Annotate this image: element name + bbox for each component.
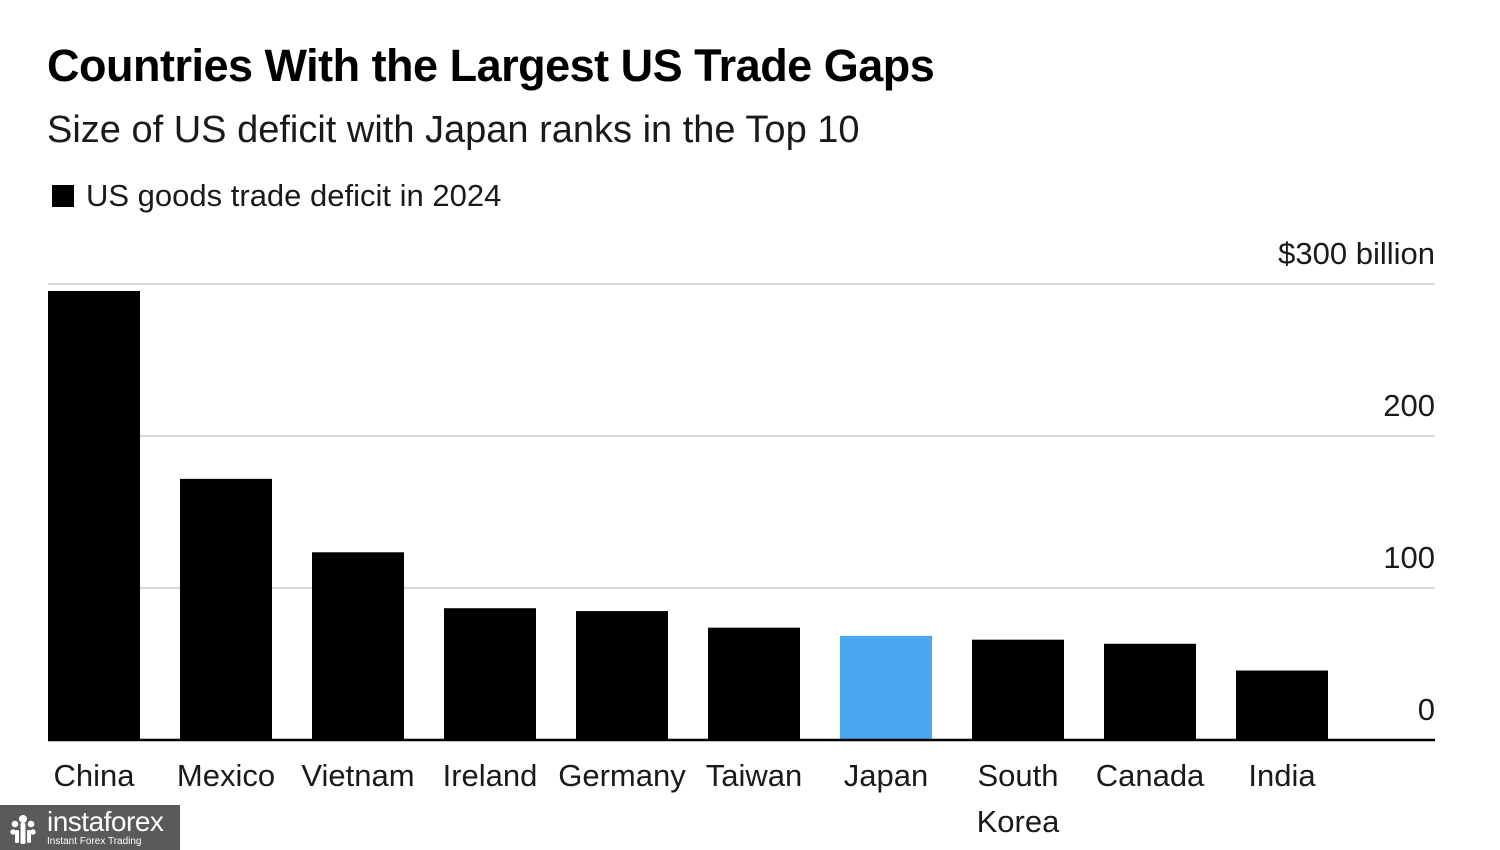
bar xyxy=(444,608,536,740)
x-tick-label: Ireland xyxy=(443,758,538,793)
watermark-name: instaforex xyxy=(47,806,164,837)
x-tick-label: China xyxy=(54,758,136,793)
bar xyxy=(576,611,668,740)
bar xyxy=(180,478,272,740)
x-tick-label: Taiwan xyxy=(706,758,803,793)
bar xyxy=(48,290,140,740)
legend-swatch xyxy=(52,185,74,207)
chart-title: Countries With the Largest US Trade Gaps xyxy=(47,40,935,91)
y-tick-label: $300 billion xyxy=(1278,236,1435,271)
x-tick-label: South xyxy=(977,758,1058,793)
x-tick-label: Korea xyxy=(977,804,1060,839)
bar xyxy=(972,639,1064,740)
bar xyxy=(1236,670,1328,740)
y-tick-label: 200 xyxy=(1383,388,1435,423)
watermark: instaforex Instant Forex Trading xyxy=(0,805,180,850)
x-tick-label: Japan xyxy=(844,758,928,793)
bar xyxy=(1104,643,1196,740)
bar-highlight xyxy=(840,635,932,740)
y-tick-label: 100 xyxy=(1383,540,1435,575)
x-tick-label: Canada xyxy=(1096,758,1205,793)
bar xyxy=(708,627,800,740)
bar xyxy=(312,552,404,740)
instaforex-logo-icon xyxy=(10,814,36,844)
x-tick-label: Mexico xyxy=(177,758,275,793)
x-tick-label: Germany xyxy=(558,758,686,793)
legend: US goods trade deficit in 2024 xyxy=(52,178,501,214)
legend-label: US goods trade deficit in 2024 xyxy=(86,178,502,213)
x-tick-label: India xyxy=(1248,758,1316,793)
watermark-tagline: Instant Forex Trading xyxy=(47,836,142,847)
x-tick-label: Vietnam xyxy=(301,758,414,793)
y-tick-label: 0 xyxy=(1418,692,1435,727)
chart-subtitle: Size of US deficit with Japan ranks in t… xyxy=(47,109,860,151)
